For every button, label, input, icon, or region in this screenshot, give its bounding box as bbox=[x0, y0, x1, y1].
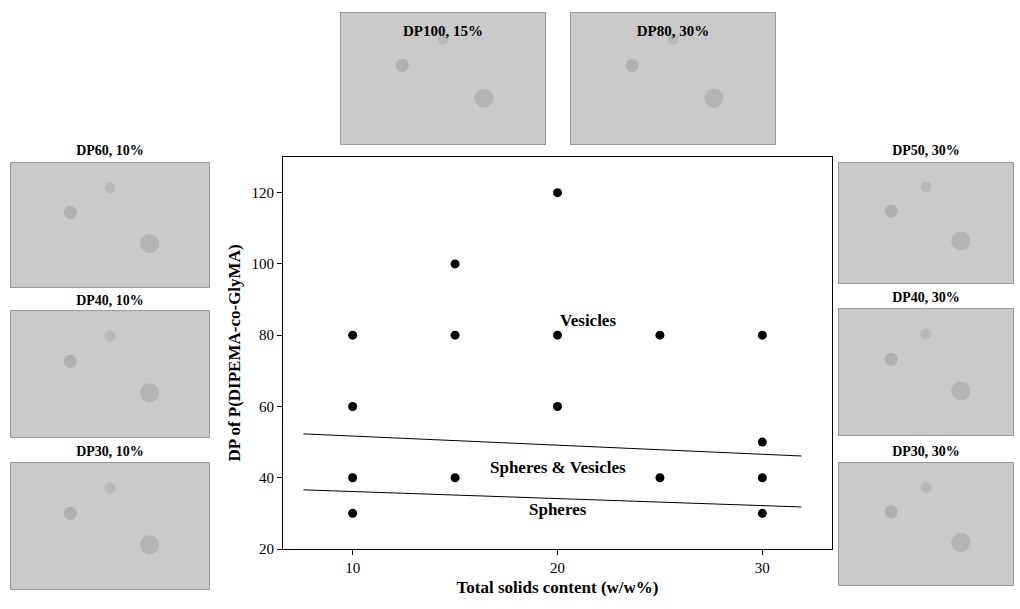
svg-text:Spheres: Spheres bbox=[529, 500, 587, 519]
svg-text:Vesicles: Vesicles bbox=[560, 311, 616, 330]
svg-text:20: 20 bbox=[550, 560, 565, 576]
svg-text:120: 120 bbox=[251, 185, 274, 201]
svg-text:80: 80 bbox=[259, 327, 274, 343]
html-text:DP60, 10%: DP60, 10% bbox=[76, 143, 144, 158]
svg-text:10: 10 bbox=[345, 560, 360, 576]
svg-text:Total solids content (w/w%): Total solids content (w/w%) bbox=[457, 578, 659, 597]
svg-text:20: 20 bbox=[259, 541, 274, 557]
svg-text:DP of P(DIPEMA-co-GlyMA): DP of P(DIPEMA-co-GlyMA) bbox=[225, 244, 244, 461]
html-text:DP30, 10%: DP30, 10% bbox=[76, 444, 144, 459]
svg-text:100: 100 bbox=[251, 256, 274, 272]
html-text:DP80, 30%: DP80, 30% bbox=[636, 23, 710, 39]
svg-text:Spheres & Vesicles: Spheres & Vesicles bbox=[490, 458, 626, 477]
svg-text:40: 40 bbox=[259, 470, 274, 486]
html-text:DP50, 30%: DP50, 30% bbox=[892, 143, 960, 158]
svg-text:60: 60 bbox=[259, 399, 274, 415]
html-text:DP30, 30%: DP30, 30% bbox=[892, 444, 960, 459]
html-text:DP100, 15%: DP100, 15% bbox=[403, 23, 483, 39]
html-text:DP40, 30%: DP40, 30% bbox=[892, 290, 960, 305]
html-text:DP40, 10%: DP40, 10% bbox=[76, 293, 144, 308]
svg-text:30: 30 bbox=[755, 560, 770, 576]
